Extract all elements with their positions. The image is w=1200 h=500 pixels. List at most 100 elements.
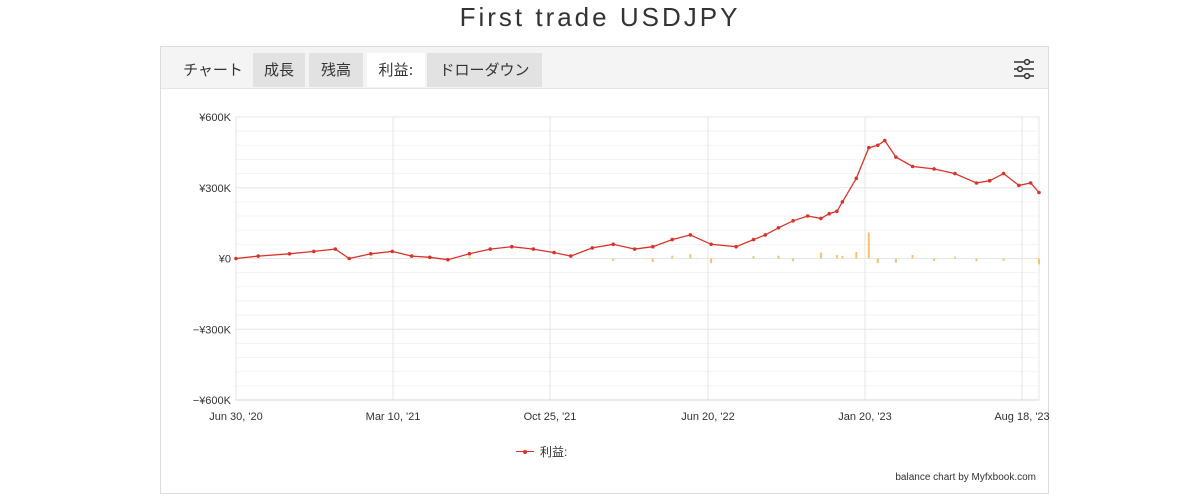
tab-growth[interactable]: 成長	[253, 53, 305, 87]
profit-point	[688, 233, 693, 237]
profit-point	[894, 155, 898, 159]
daily-bar	[369, 257, 372, 259]
profit-point	[488, 247, 493, 251]
profit-point	[287, 252, 292, 256]
profit-point	[776, 226, 781, 230]
daily-bars	[369, 232, 1040, 265]
y-tick-label: −¥600K	[193, 395, 232, 407]
daily-bar	[911, 254, 914, 259]
daily-bar	[777, 255, 780, 259]
tab-chart[interactable]: チャート	[183, 61, 243, 79]
profit-point	[953, 171, 957, 176]
profit-line	[235, 139, 1040, 261]
y-axis-labels: −¥600K −¥300K ¥0 ¥300K ¥600K	[193, 112, 232, 407]
profit-point	[333, 247, 338, 251]
profit-point	[312, 249, 316, 254]
profit-point	[428, 255, 432, 260]
profit-point	[234, 256, 238, 261]
tab-balance[interactable]: 残高	[309, 53, 363, 87]
daily-bar	[689, 254, 692, 259]
daily-bar	[1002, 258, 1005, 261]
tab-drawdown[interactable]: ドローダウン	[427, 53, 542, 87]
profit-chart: −¥600K −¥300K ¥0 ¥300K ¥600K Jun 30, '20 Mar …	[193, 112, 1050, 423]
chart-panel: チャート 成長 残高 利益: ドローダウン −¥600K −¥300K ¥0 ¥300…	[160, 46, 1050, 494]
legend-swatch	[516, 448, 534, 456]
daily-bar	[855, 251, 858, 259]
profit-point	[1028, 181, 1033, 185]
daily-bar	[894, 258, 897, 263]
daily-bar	[612, 258, 615, 261]
profit-point	[987, 178, 992, 183]
profit-point	[854, 176, 859, 181]
profit-point	[734, 244, 738, 249]
profit-point	[835, 209, 839, 214]
daily-bar	[710, 258, 713, 264]
profit-point	[369, 252, 373, 256]
daily-bar	[835, 254, 838, 259]
sliders-icon[interactable]	[1012, 57, 1036, 81]
credit-text: balance chart by Myfxbook.com	[895, 472, 1036, 483]
grid	[235, 116, 1040, 401]
profit-point	[883, 138, 887, 143]
daily-bar	[841, 256, 844, 259]
x-tick-label: Aug 18, '23	[994, 411, 1049, 423]
x-tick-label: Jun 30, '20	[209, 411, 262, 423]
profit-point	[910, 164, 915, 169]
profit-point	[876, 143, 880, 148]
daily-bar	[933, 258, 936, 261]
profit-point	[763, 233, 768, 237]
profit-point	[1017, 183, 1021, 188]
profit-point	[569, 254, 573, 258]
profit-point	[932, 167, 936, 171]
daily-bar	[671, 255, 674, 259]
profit-point	[611, 242, 615, 247]
profit-point	[446, 257, 450, 262]
daily-bar	[752, 256, 755, 259]
profit-point	[347, 256, 351, 261]
daily-bar	[468, 256, 471, 259]
daily-bar	[867, 232, 870, 259]
profit-point	[974, 181, 979, 185]
profit-point	[867, 145, 871, 150]
legend[interactable]: 利益:	[516, 443, 567, 459]
page-title: First trade USDJPY	[459, 2, 741, 32]
profit-point	[651, 244, 655, 249]
profit-series	[234, 138, 1041, 262]
daily-bar	[651, 258, 654, 263]
profit-point	[256, 254, 260, 258]
x-tick-label: Jan 20, '23	[838, 411, 891, 423]
daily-bar	[1038, 258, 1040, 265]
x-tick-label: Oct 25, '21	[524, 411, 577, 423]
y-tick-label: ¥600K	[198, 112, 231, 124]
daily-bar	[975, 258, 978, 262]
profit-point	[632, 247, 637, 251]
daily-bar	[953, 256, 956, 259]
profit-point	[552, 250, 556, 255]
profit-point	[819, 216, 823, 221]
profit-point	[409, 254, 414, 258]
y-tick-label: −¥300K	[193, 324, 232, 336]
x-axis-labels: Jun 30, '20 Mar 10, '21 Oct 25, '21 Jun 20,…	[209, 411, 1049, 423]
y-tick-label: ¥0	[218, 254, 231, 266]
profit-point	[510, 244, 514, 249]
tab-bar: チャート 成長 残高 利益: ドローダウン	[161, 47, 1048, 89]
profit-point	[590, 246, 595, 250]
daily-bar	[792, 258, 795, 262]
daily-bar	[876, 258, 879, 264]
profit-point	[1037, 190, 1041, 195]
profit-point	[670, 237, 674, 242]
x-tick-label: Mar 10, '21	[366, 411, 421, 423]
tab-profit[interactable]: 利益:	[367, 53, 425, 87]
y-tick-label: ¥300K	[198, 183, 231, 195]
legend-label: 利益:	[540, 445, 568, 459]
daily-bar	[819, 252, 822, 259]
profit-point	[805, 214, 810, 218]
profit-point	[531, 247, 536, 251]
profit-point	[1001, 171, 1006, 176]
profit-point	[840, 200, 845, 204]
x-tick-label: Jun 20, '22	[681, 411, 734, 423]
profit-point	[709, 242, 713, 247]
profit-point	[467, 252, 472, 256]
profit-point	[751, 237, 756, 242]
profit-point	[791, 219, 795, 223]
